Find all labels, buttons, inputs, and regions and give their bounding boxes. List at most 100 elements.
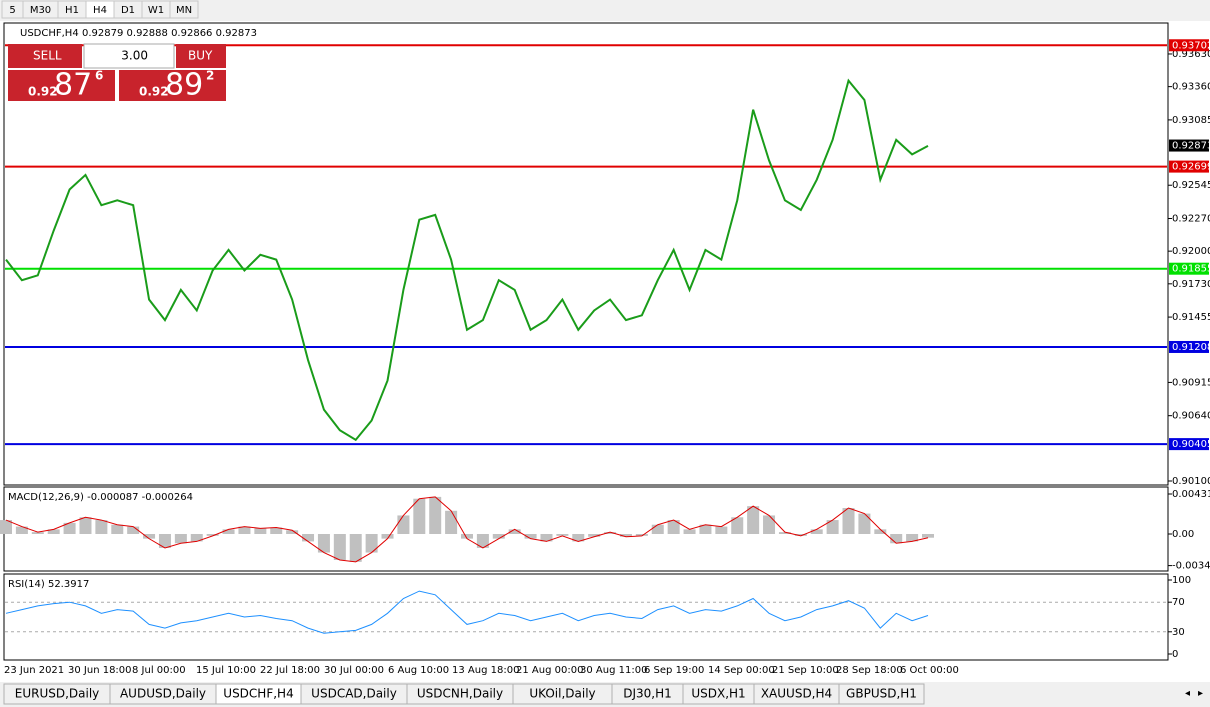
histogram-bar <box>413 498 426 534</box>
histogram-bar <box>715 526 728 534</box>
histogram-bar <box>540 533 553 542</box>
x-tick-label: 14 Sep 00:00 <box>708 665 775 676</box>
histogram-bar <box>317 533 330 553</box>
ask-price-box[interactable] <box>119 70 226 101</box>
symbol-tab-label: EURUSD,Daily <box>15 687 100 701</box>
indicator-title: USDCHF,H4 <box>20 28 79 39</box>
indicator-title: MACD(12,26,9) -0.000087 -0.000264 <box>8 492 193 503</box>
histogram-bar <box>683 529 696 534</box>
y-tick-label: 0.90640 <box>1172 411 1210 422</box>
histogram-bar <box>254 528 267 534</box>
level-price-label: 0.91208 <box>1172 342 1210 353</box>
symbol-tab[interactable] <box>838 683 925 705</box>
timeframe-label: H1 <box>65 5 79 16</box>
signal-line <box>5 496 929 563</box>
histogram-bar <box>111 524 124 534</box>
y-tick-label: 0.92270 <box>1172 213 1210 224</box>
rsi-pane <box>3 573 1169 661</box>
histogram-bar <box>588 533 601 537</box>
x-tick-label: 6 Oct 00:00 <box>900 665 959 676</box>
x-tick-label: 28 Sep 18:00 <box>836 665 903 676</box>
histogram-bar <box>349 533 362 562</box>
y-tick-label: 0.93630 <box>1172 49 1210 60</box>
histogram-bar <box>826 520 839 534</box>
histogram-bar <box>79 517 92 534</box>
y-tick-label: 0.92000 <box>1172 246 1210 257</box>
y-tick-label: 0.91455 <box>1172 312 1210 323</box>
ask-pip: 2 <box>206 69 214 83</box>
symbol-tab-label: XAUUSD,H4 <box>761 687 832 701</box>
histogram-bar <box>604 532 617 534</box>
bid-big: 0.92 <box>28 85 58 99</box>
histogram-bar <box>508 529 521 534</box>
symbol-tab-label: UKOil,Daily <box>529 687 595 701</box>
buy-label: BUY <box>188 49 213 63</box>
timeframe-button[interactable] <box>169 0 199 19</box>
symbol-tab-label: USDCHF,H4 <box>223 687 293 701</box>
histogram-bar <box>461 533 473 539</box>
histogram-bar <box>381 533 394 539</box>
bid-price-box[interactable] <box>8 70 115 101</box>
timeframe-label: 5 <box>9 5 15 16</box>
histogram-bar <box>651 524 664 534</box>
symbol-tab-label: AUDUSD,Daily <box>120 687 206 701</box>
histogram-bar <box>206 533 219 536</box>
histogram-bar <box>731 517 744 534</box>
level-price-label: 0.92873 <box>1172 141 1210 152</box>
y-tick-label: 0.93085 <box>1172 115 1210 126</box>
histogram-bar <box>286 530 299 534</box>
scroll-left[interactable]: ◂ <box>1185 688 1190 699</box>
timeframe-label: D1 <box>121 5 135 16</box>
histogram-bar <box>238 526 251 534</box>
x-tick-label: 15 Jul 10:00 <box>196 665 256 676</box>
level-price-label: 0.91855 <box>1172 264 1210 275</box>
histogram-bar <box>794 533 807 536</box>
histogram-bar <box>476 533 489 548</box>
x-tick-label: 21 Sep 10:00 <box>772 665 839 676</box>
lot-field[interactable] <box>83 43 175 69</box>
indicator-title: RSI(14) 52.3917 <box>8 579 89 590</box>
level-price-tag <box>1169 438 1209 451</box>
timeframe-label: W1 <box>148 5 164 16</box>
scroll-right[interactable]: ▸ <box>1198 688 1203 699</box>
level-price-label: 0.90405 <box>1172 439 1210 450</box>
histogram-bar <box>810 529 823 534</box>
histogram-bar <box>127 526 140 534</box>
y-tick-label: 0 <box>1172 649 1178 660</box>
histogram-bar <box>890 533 903 544</box>
level-price-tag <box>1169 340 1209 353</box>
histogram-bar <box>763 515 776 534</box>
price-line <box>5 590 929 634</box>
histogram-bar <box>842 508 855 534</box>
y-tick-label: 70 <box>1172 597 1185 608</box>
histogram-bar <box>270 527 283 534</box>
y-tick-label: -0.003405 <box>1172 561 1210 572</box>
symbol-tab-label: GBPUSD,H1 <box>846 687 917 701</box>
histogram-bar <box>667 520 680 534</box>
ohlc-values: 0.92879 0.92888 0.92866 0.92873 <box>82 28 257 39</box>
buy-button[interactable] <box>176 44 226 68</box>
histogram-bar <box>524 533 537 539</box>
ask-big: 0.92 <box>139 85 169 99</box>
sell-button[interactable] <box>8 44 82 68</box>
level-price-tag <box>1169 262 1209 275</box>
sell-label: SELL <box>33 49 62 63</box>
histogram-bar <box>922 533 934 538</box>
timeframe-label: M30 <box>30 5 51 16</box>
bid-pip: 6 <box>95 69 103 83</box>
histogram-bar <box>906 533 919 542</box>
histogram-bar <box>365 533 378 553</box>
histogram-bar <box>333 533 346 560</box>
histogram-bar <box>572 533 585 542</box>
symbol-tab-label: DJ30,H1 <box>623 687 672 701</box>
histogram-bar <box>619 533 632 537</box>
x-tick-label: 13 Aug 18:00 <box>452 665 519 676</box>
histogram-bar <box>429 496 442 534</box>
x-tick-label: 23 Jun 2021 <box>4 665 64 676</box>
histogram-bar <box>31 532 44 534</box>
x-tick-label: 6 Aug 10:00 <box>388 665 449 676</box>
timeframe-label: H4 <box>93 5 107 16</box>
y-tick-label: 0.00 <box>1172 529 1194 540</box>
y-tick-label: 0.00431 <box>1172 489 1210 500</box>
